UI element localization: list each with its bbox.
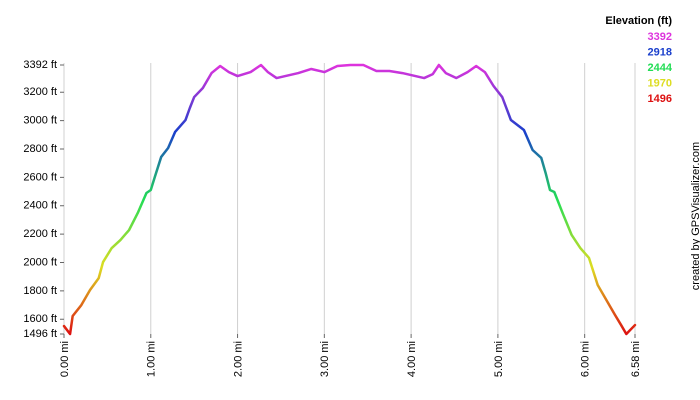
legend-value: 1970 [648, 77, 672, 89]
x-tick-label: 4.00 mi [406, 341, 418, 377]
y-tick-label: 2400 ft [23, 200, 57, 212]
y-tick-label: 1600 ft [23, 313, 57, 325]
x-tick-label: 6.58 mi [630, 341, 642, 377]
x-tick-label: 0.00 mi [59, 341, 71, 377]
y-tick-label: 1800 ft [23, 285, 57, 297]
legend-value: 3392 [648, 31, 672, 43]
x-tick-label: 2.00 mi [232, 341, 244, 377]
x-tick-label: 5.00 mi [493, 341, 505, 377]
legend-title: Elevation (ft) [605, 15, 672, 27]
x-tick-label: 1.00 mi [146, 341, 158, 377]
credit: created by GPSVisualizer.com [690, 142, 700, 290]
elevation-line [62, 63, 637, 336]
y-tick-label: 2600 ft [23, 171, 57, 183]
legend-value: 2918 [648, 46, 672, 58]
y-tick-label: 2800 ft [23, 143, 57, 155]
y-tick-label: 3200 ft [23, 86, 57, 98]
y-tick-label: 1496 ft [23, 328, 57, 340]
x-tick-label: 3.00 mi [319, 341, 331, 377]
y-tick-label: 3392 ft [23, 59, 57, 71]
x-tick-label: 6.00 mi [580, 341, 592, 377]
legend-value: 1496 [648, 93, 672, 105]
legend-value: 2444 [648, 62, 673, 74]
y-tick-label: 2200 ft [23, 228, 57, 240]
y-tick-label: 3000 ft [23, 115, 57, 127]
y-tick-label: 2000 ft [23, 256, 57, 268]
legend: Elevation (ft) 3392 2918 2444 1970 1496 [605, 15, 672, 105]
